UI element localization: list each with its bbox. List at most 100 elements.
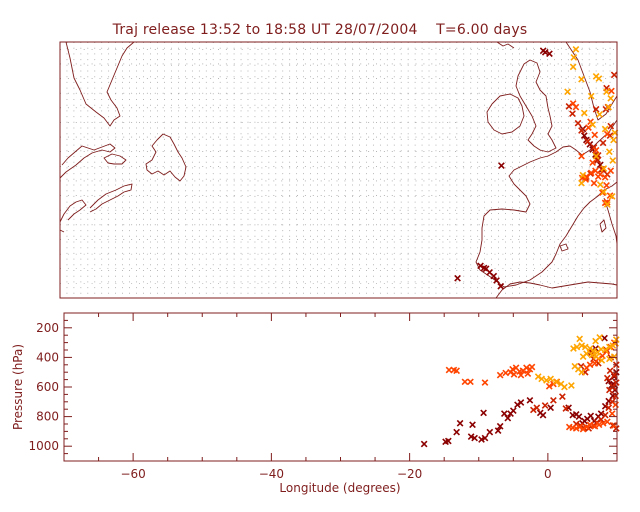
pressure-background — [64, 313, 617, 461]
map-point — [594, 157, 601, 164]
map-point — [592, 105, 600, 113]
map-point-stroke-b — [541, 48, 549, 56]
pressure-point-stroke-b — [573, 343, 581, 351]
pressure-point-stroke-b — [496, 371, 504, 379]
pressure-point-stroke-b — [559, 393, 566, 400]
pressure-point-stroke-b — [586, 345, 594, 352]
map-point-stroke-b — [603, 201, 611, 208]
pressure-point-stroke-b — [481, 379, 489, 386]
pressure-point — [496, 422, 504, 430]
map-point — [592, 167, 599, 175]
pressure-point-stroke-b — [481, 434, 489, 442]
pressure-point-stroke-b — [561, 383, 568, 391]
map-point — [589, 159, 596, 167]
pressure-point-stroke-b — [456, 419, 464, 427]
map-point — [578, 127, 585, 134]
pressure-point-stroke-b — [514, 401, 521, 409]
map-point — [605, 103, 613, 111]
map-point-stroke-b — [584, 138, 592, 145]
map-point — [493, 277, 500, 284]
pressure-point — [568, 382, 575, 389]
pressure-point — [571, 362, 579, 370]
pressure-point — [612, 336, 620, 344]
pressure-point — [486, 428, 494, 436]
pressure-point-stroke-b — [543, 376, 550, 384]
map-point-stroke-b — [595, 75, 603, 82]
pressure-point — [601, 402, 609, 410]
pressure-point — [608, 410, 616, 418]
pressure-point-stroke-b — [453, 367, 460, 375]
map-point-stroke-b — [580, 132, 588, 139]
coast-labrador — [65, 41, 135, 127]
map-point-stroke-b — [570, 53, 578, 61]
pressure-point — [467, 433, 475, 440]
coast-scotland — [515, 59, 557, 153]
pressure-point-stroke-b — [591, 422, 599, 430]
pressure-point-stroke-b — [510, 371, 518, 378]
map-point-stroke-b — [610, 136, 617, 144]
map-point-stroke-b — [603, 88, 610, 96]
map-point — [578, 152, 585, 160]
pressure-point — [444, 437, 452, 445]
map-point — [601, 125, 609, 133]
map-point — [610, 136, 617, 144]
map-point-stroke-b — [486, 269, 493, 276]
pressure-point-stroke-b — [597, 410, 605, 418]
map-point-stroke-b — [477, 262, 484, 270]
map-point — [578, 179, 585, 187]
pressure-point — [453, 367, 460, 375]
pressure-point — [606, 367, 614, 375]
pressure-point-stroke-b — [568, 382, 575, 389]
map-point-stroke-b — [565, 103, 573, 110]
coast-balearic — [559, 243, 569, 252]
pressure-point — [461, 378, 469, 386]
map-point-stroke-b — [608, 87, 615, 95]
pressure-point-stroke-b — [595, 421, 603, 429]
map-point-stroke-b — [599, 139, 607, 147]
pressure-point — [559, 393, 566, 400]
pressure-point-stroke-b — [471, 434, 478, 442]
map-point — [584, 138, 592, 145]
pressure-point-stroke-b — [524, 370, 532, 378]
map-point-stroke-b — [580, 109, 588, 117]
map-point-stroke-b — [607, 122, 615, 130]
map-point-stroke-b — [605, 148, 613, 156]
map-point — [587, 169, 595, 177]
pressure-point-stroke-b — [608, 410, 616, 418]
pressure-point-stroke-b — [587, 412, 595, 420]
coast-newfoundland — [145, 133, 187, 182]
map-point-stroke-b — [606, 192, 614, 199]
map-point — [609, 157, 617, 164]
map-point — [497, 282, 505, 290]
pressure-point — [552, 378, 560, 386]
pressure-point — [524, 370, 532, 378]
pressure-point-stroke-b — [450, 366, 458, 374]
pressure-point-stroke-b — [552, 378, 560, 386]
pressure-panel: −60 −40 −20 0 200 400 600 800 1000 Longitude (de… — [11, 312, 620, 495]
pressure-point-stroke-b — [610, 353, 618, 361]
pressure-point — [478, 436, 485, 443]
pressure-point-stroke-b — [603, 374, 611, 382]
pressure-point — [605, 404, 613, 412]
map-point — [587, 92, 595, 100]
map-point-stroke-b — [578, 127, 585, 134]
coast-nova-scotia — [89, 183, 133, 213]
map-point — [608, 192, 616, 200]
pressure-point — [494, 427, 502, 435]
pressure-point — [573, 343, 581, 351]
pressure-point-stroke-b — [572, 425, 580, 432]
pressure-point-stroke-b — [494, 427, 502, 435]
pressure-point-stroke-b — [606, 367, 614, 375]
pressure-point-stroke-b — [453, 428, 460, 436]
pressure-point — [562, 405, 570, 412]
map-point — [596, 181, 604, 188]
map-point-stroke-b — [607, 167, 615, 175]
map-panel — [59, 41, 619, 299]
coast-corsica — [599, 219, 607, 233]
x-tick-label: −20 — [397, 467, 422, 481]
coast-west-edge — [59, 229, 65, 233]
pressure-point — [481, 434, 489, 442]
map-point — [590, 179, 598, 187]
map-point-stroke-b — [591, 131, 599, 139]
pressure-point-stroke-b — [578, 368, 586, 376]
